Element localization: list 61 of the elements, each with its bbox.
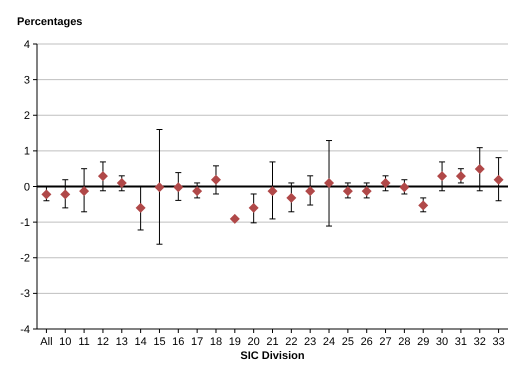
point: [248, 202, 259, 213]
point: [136, 202, 146, 213]
point: [305, 186, 316, 196]
x-axis-title: SIC Division: [240, 350, 305, 362]
point: [41, 189, 52, 200]
x-tick-label: 10: [59, 336, 72, 348]
x-tick-label: 21: [266, 336, 279, 348]
y-tick-label: 1: [24, 146, 30, 158]
point: [116, 178, 127, 188]
x-tick-label: 17: [191, 336, 204, 348]
x-tick-label: 31: [454, 336, 468, 348]
point: [79, 186, 90, 196]
x-tick-label: 25: [342, 336, 354, 348]
point: [230, 214, 240, 224]
x-tick-label: 27: [379, 336, 392, 348]
x-tick-label: 26: [360, 336, 373, 348]
y-tick-label: -2: [20, 252, 30, 265]
x-tick-label: 19: [228, 336, 241, 348]
point: [362, 186, 372, 196]
x-tick-label: 18: [210, 336, 222, 348]
point: [399, 182, 410, 192]
point: [173, 182, 184, 192]
y-tick-label: 0: [24, 181, 30, 194]
x-tick-label: 24: [322, 336, 336, 348]
x-tick-label: 14: [134, 336, 147, 348]
point: [494, 174, 504, 185]
x-tick-label: 23: [304, 336, 316, 348]
y-tick-label: 3: [24, 74, 30, 86]
point: [60, 189, 70, 200]
x-tick-label: 29: [417, 336, 430, 348]
point: [418, 200, 428, 210]
x-tick-label: 20: [248, 336, 260, 348]
x-tick-label: 13: [116, 336, 128, 348]
x-tick-label: 33: [492, 336, 505, 348]
x-tick-label: 12: [96, 336, 110, 348]
x-tick-label: All: [40, 336, 53, 348]
point: [380, 178, 391, 188]
point: [342, 186, 353, 196]
y-tick-label: -3: [20, 288, 30, 300]
y-tick-label: 4: [24, 38, 30, 51]
x-tick-label: 16: [172, 336, 184, 348]
x-tick-label: 15: [153, 336, 166, 348]
y-tick-label: -4: [20, 324, 30, 336]
point: [437, 171, 448, 182]
y-axis-title: Percentages: [17, 16, 82, 28]
point: [324, 178, 334, 188]
y-tick-label: 2: [24, 110, 30, 122]
x-tick-label: 28: [398, 336, 411, 348]
x-tick-label: 32: [474, 336, 486, 348]
point: [192, 186, 202, 196]
y-tick-label: -1: [20, 216, 30, 229]
point: [474, 164, 485, 174]
x-tick-label: 30: [436, 336, 448, 348]
x-tick-label: 22: [285, 336, 298, 348]
point: [210, 174, 221, 185]
point: [154, 182, 164, 192]
x-tick-label: 11: [78, 336, 90, 348]
point: [286, 192, 296, 203]
point: [268, 186, 278, 196]
point: [98, 171, 108, 182]
point: [456, 171, 466, 182]
